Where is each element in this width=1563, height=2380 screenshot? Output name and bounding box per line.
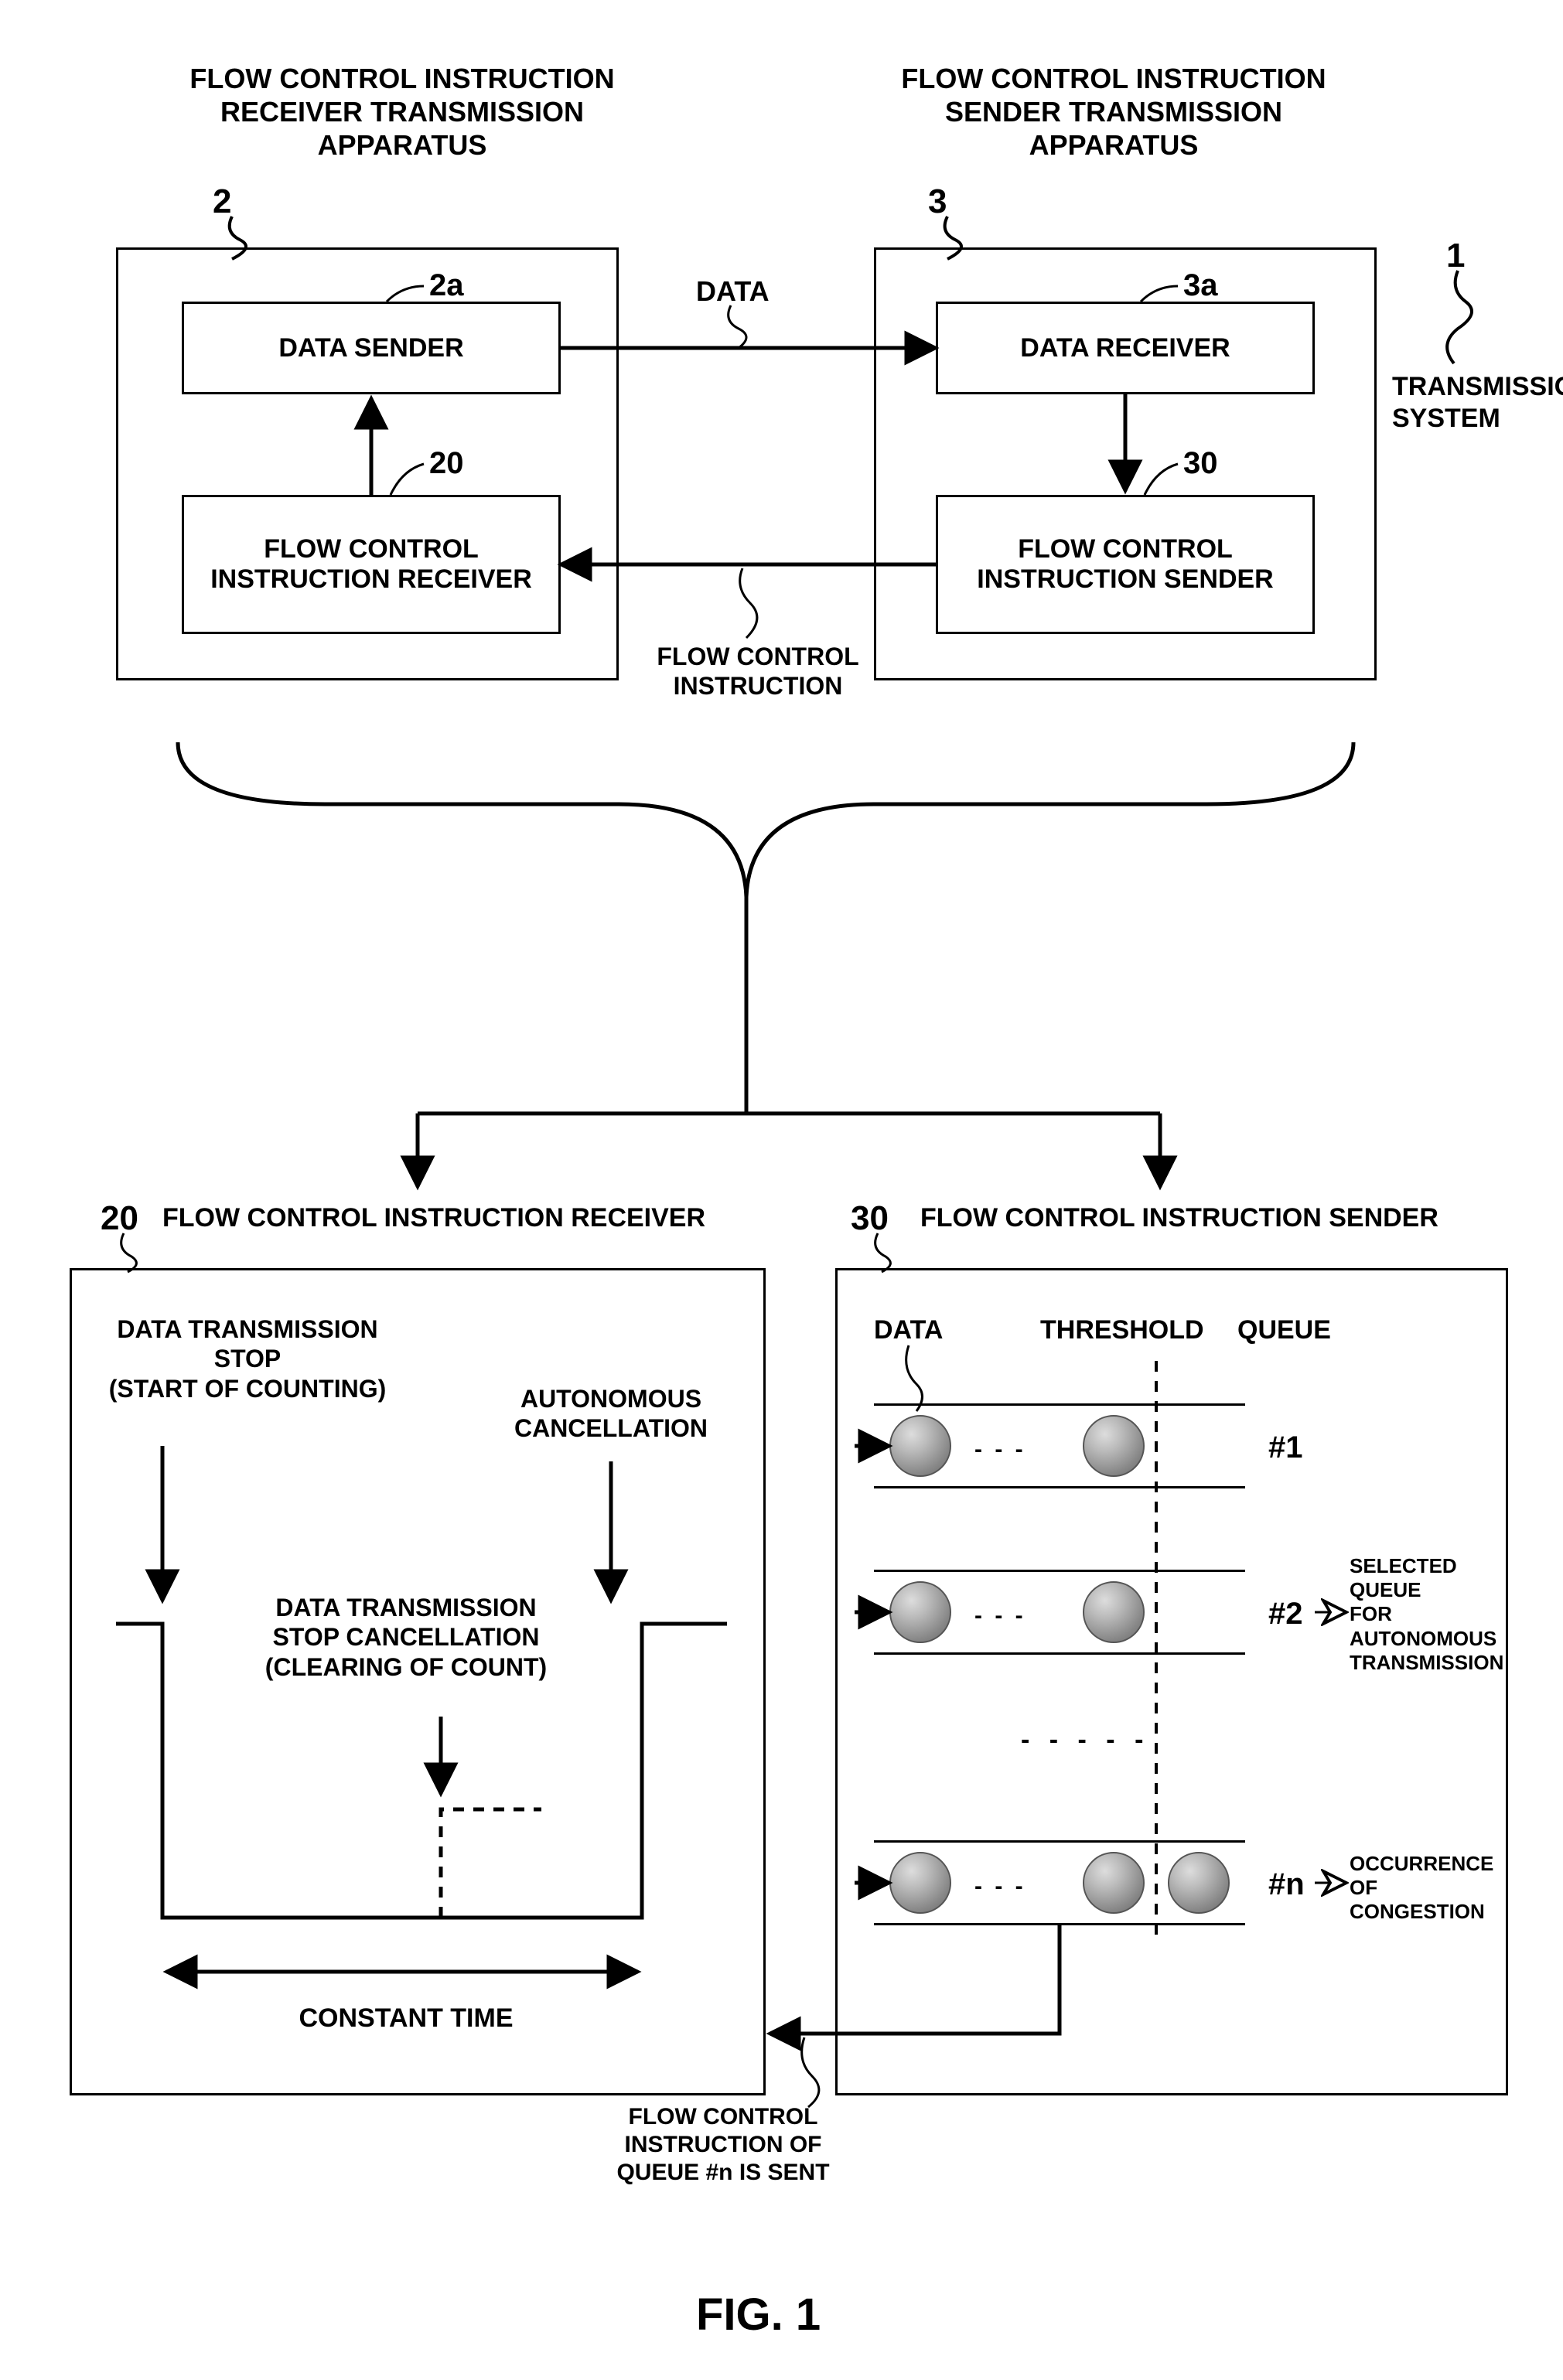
queue-1-ball-a bbox=[889, 1415, 951, 1477]
figure-label: FIG. 1 bbox=[696, 2289, 821, 2341]
threshold-header: THRESHOLD bbox=[1040, 1314, 1204, 1346]
ref-2: 2 bbox=[213, 182, 231, 223]
fc-sender-title: FLOW CONTROL INSTRUCTION SENDER bbox=[920, 1202, 1500, 1234]
fc-receiver-box: FLOW CONTROL INSTRUCTION RECEIVER bbox=[182, 495, 561, 634]
fc-sender-detail-box bbox=[835, 1268, 1508, 2095]
data-header: DATA bbox=[874, 1314, 943, 1346]
transmission-system-label: TRANSMISSION SYSTEM bbox=[1392, 371, 1554, 435]
data-sender-box: DATA SENDER bbox=[182, 302, 561, 394]
ref-30-top: 30 bbox=[1183, 445, 1218, 482]
ref-3a: 3a bbox=[1183, 267, 1218, 304]
queue-1-dots: - - - bbox=[974, 1437, 1026, 1463]
ref-2a: 2a bbox=[429, 267, 464, 304]
queue-n-ball-c bbox=[1168, 1852, 1230, 1914]
selected-queue-label: SELECTED QUEUE FOR AUTONOMOUS TRANSMISSI… bbox=[1350, 1554, 1504, 1675]
fc-receiver-label: FLOW CONTROL INSTRUCTION RECEIVER bbox=[210, 534, 532, 595]
ref-20-top: 20 bbox=[429, 445, 464, 482]
fci-arrow-label: FLOW CONTROL INSTRUCTION bbox=[650, 642, 866, 701]
data-receiver-box: DATA RECEIVER bbox=[936, 302, 1315, 394]
queue-1-ball-b bbox=[1083, 1415, 1145, 1477]
queue-vdots: - - - - - bbox=[1021, 1724, 1149, 1756]
queue-2-label: #2 bbox=[1268, 1595, 1303, 1632]
queue-n-label: #n bbox=[1268, 1866, 1305, 1903]
stopcancel-label: DATA TRANSMISSION STOP CANCELLATION (CLE… bbox=[240, 1593, 572, 1682]
left-apparatus-title: FLOW CONTROL INSTRUCTION RECEIVER TRANSM… bbox=[162, 62, 642, 162]
queue-n-ball-b bbox=[1083, 1852, 1145, 1914]
congestion-label: OCCURRENCE OF CONGESTION bbox=[1350, 1852, 1504, 1925]
queue-n-dots: - - - bbox=[974, 1874, 1026, 1900]
ref-30-bottom: 30 bbox=[851, 1199, 889, 1239]
fc-sender-label: FLOW CONTROL INSTRUCTION SENDER bbox=[977, 534, 1273, 595]
right-apparatus-title: FLOW CONTROL INSTRUCTION SENDER TRANSMIS… bbox=[874, 62, 1353, 162]
autocancel-label: AUTONOMOUS CANCELLATION bbox=[487, 1384, 735, 1444]
consttime-label: CONSTANT TIME bbox=[271, 2003, 541, 2034]
fc-receiver-title: FLOW CONTROL INSTRUCTION RECEIVER bbox=[162, 1202, 742, 1234]
ref-1: 1 bbox=[1446, 236, 1465, 277]
ref-3: 3 bbox=[928, 182, 947, 223]
data-receiver-label: DATA RECEIVER bbox=[1020, 333, 1230, 363]
stop-label: DATA TRANSMISSION STOP (START OF COUNTIN… bbox=[93, 1314, 402, 1403]
mid-flow-label: FLOW CONTROL INSTRUCTION OF QUEUE #n IS … bbox=[588, 2103, 858, 2187]
queue-2-ball-b bbox=[1083, 1581, 1145, 1643]
ref-20-bottom: 20 bbox=[101, 1199, 138, 1239]
data-arrow-label: DATA bbox=[696, 274, 770, 308]
queue-1-label: #1 bbox=[1268, 1429, 1303, 1466]
data-sender-label: DATA SENDER bbox=[278, 333, 463, 363]
queue-n-ball-a bbox=[889, 1852, 951, 1914]
queue-header: QUEUE bbox=[1237, 1314, 1331, 1346]
queue-2-ball-a bbox=[889, 1581, 951, 1643]
fc-sender-box: FLOW CONTROL INSTRUCTION SENDER bbox=[936, 495, 1315, 634]
queue-2-dots: - - - bbox=[974, 1603, 1026, 1629]
